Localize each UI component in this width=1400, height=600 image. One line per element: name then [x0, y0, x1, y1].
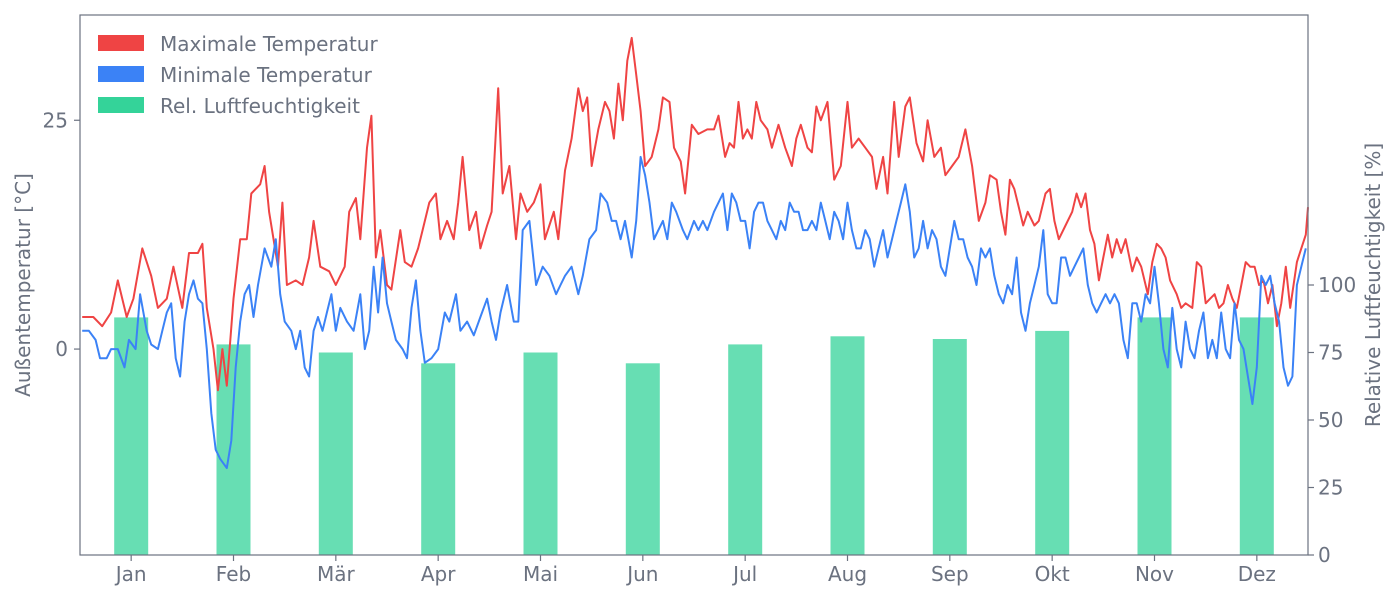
x-tick-label-Aug: Aug [828, 562, 867, 586]
axis-ticks: 0 25 0 25 50 75 100 Jan Feb Mär Apr Mai Jun Jul Aug Sep… [43, 108, 1357, 586]
humidity-bar-Aug [830, 336, 865, 555]
humidity-bar-Jul [728, 344, 763, 555]
y-tick-label: 25 [43, 108, 68, 132]
legend-swatch-max [98, 35, 144, 51]
y2-tick-label: 50 [1318, 408, 1343, 432]
humidity-bar-Sep [932, 339, 967, 555]
y-tick-label: 0 [55, 337, 68, 361]
y2-axis-label: Relative Luftfeuchtigkeit [%] [1361, 143, 1385, 427]
humidity-bar-Apr [421, 363, 456, 555]
legend-label-min: Minimale Temperatur [160, 63, 373, 87]
x-tick-label-Jan: Jan [114, 562, 147, 586]
x-tick-label-Dez: Dez [1238, 562, 1276, 586]
humidity-bar-Okt [1035, 330, 1070, 555]
legend-label-max: Maximale Temperatur [160, 32, 378, 56]
max-temperature-line [82, 36, 1309, 392]
legend-swatch-min [98, 66, 144, 82]
x-tick-label-Feb: Feb [216, 562, 251, 586]
x-tick-label-Jul: Jul [731, 562, 757, 586]
x-tick-label-Mai: Mai [523, 562, 558, 586]
humidity-bar-Jun [625, 363, 660, 555]
humidity-bar-Feb [216, 344, 251, 555]
x-tick-label-Okt: Okt [1035, 562, 1070, 586]
y2-tick-label: 100 [1318, 273, 1356, 297]
x-tick-label-Sep: Sep [931, 562, 969, 586]
y-axis-label: Außentemperatur [°C] [11, 173, 35, 397]
x-tick-label-Apr: Apr [421, 562, 456, 586]
y2-tick-label: 0 [1318, 543, 1331, 567]
x-tick-label-Mär: Mär [317, 562, 356, 586]
legend: Maximale Temperatur Minimale Temperatur … [98, 32, 378, 118]
y2-tick-label: 75 [1318, 341, 1343, 365]
legend-swatch-humidity [98, 97, 144, 113]
humidity-bars [114, 317, 1274, 555]
legend-label-humidity: Rel. Luftfeuchtigkeit [160, 94, 360, 118]
y2-tick-label: 25 [1318, 476, 1343, 500]
humidity-bar-Mär [318, 352, 353, 555]
temperature-lines [82, 36, 1309, 470]
x-tick-label-Jun: Jun [625, 562, 658, 586]
humidity-bar-Nov [1137, 317, 1172, 555]
humidity-bar-Mai [523, 352, 558, 555]
x-tick-label-Nov: Nov [1135, 562, 1174, 586]
min-temperature-line [82, 155, 1307, 470]
